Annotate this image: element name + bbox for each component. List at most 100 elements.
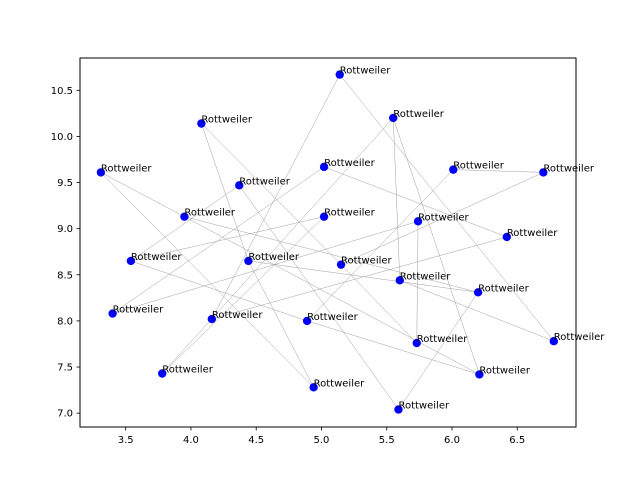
- data-point: [336, 260, 346, 269]
- data-point: [319, 212, 329, 221]
- edge-line: [393, 117, 401, 281]
- data-point: [395, 276, 404, 285]
- edge-line: [211, 74, 340, 320]
- point-label: Rottweiler: [101, 163, 152, 174]
- point-label: Rottweiler: [341, 256, 392, 267]
- data-point: [412, 338, 421, 348]
- data-point: [413, 217, 423, 226]
- point-label: Rottweiler: [212, 310, 263, 321]
- x-tick-label: 6.5: [509, 435, 525, 446]
- edge-line: [399, 280, 554, 342]
- point-label: Rottweiler: [400, 271, 451, 282]
- x-axis: 3.5 4.0 4.5 5.0 5.5 6.0 6.5: [118, 427, 525, 446]
- point-label: Rottweiler: [162, 364, 213, 375]
- data-point: [549, 337, 559, 346]
- edge-line: [130, 260, 308, 322]
- point-label: Rottweiler: [393, 109, 444, 120]
- point-label: Rottweiler: [324, 158, 375, 169]
- data-point: [180, 212, 189, 221]
- edge-line: [162, 216, 325, 374]
- y-tick-label: 9.0: [57, 224, 73, 235]
- edge-line: [130, 216, 325, 262]
- edge-line: [162, 117, 394, 374]
- edge-line: [239, 185, 399, 410]
- y-axis: 7.0 7.5 8.0 8.5 9.0 9.5 10.0 10.5: [51, 86, 80, 420]
- point-label: Rottweiler: [543, 163, 594, 174]
- data-point: [302, 316, 312, 326]
- y-tick-label: 9.5: [57, 178, 73, 189]
- edge-line: [393, 117, 480, 375]
- y-tick-label: 7.0: [57, 409, 73, 420]
- point-labels-layer: Rottweiler Rottweiler Rottweiler Rottweiler…: [101, 66, 605, 412]
- edge-line: [416, 221, 419, 344]
- data-point: [394, 405, 403, 414]
- data-point: [235, 181, 244, 190]
- edge-line: [453, 169, 544, 173]
- edge-line: [398, 292, 479, 410]
- data-point: [309, 383, 318, 392]
- data-point: [197, 119, 206, 128]
- point-label: Rottweiler: [479, 365, 530, 376]
- point-label: Rottweiler: [554, 332, 605, 343]
- point-label: Rottweiler: [131, 252, 182, 263]
- edge-line: [100, 172, 314, 388]
- x-tick-label: 5.5: [379, 435, 395, 446]
- point-label: Rottweiler: [324, 208, 375, 219]
- y-tick-label: 10.0: [51, 132, 73, 143]
- x-tick-label: 5.0: [314, 435, 330, 446]
- point-label: Rottweiler: [398, 400, 449, 411]
- point-label: Rottweiler: [478, 283, 529, 294]
- data-point: [207, 314, 217, 324]
- x-tick-label: 4.5: [248, 435, 264, 446]
- point-label: Rottweiler: [314, 378, 365, 389]
- data-point: [126, 256, 136, 266]
- y-tick-label: 10.5: [51, 86, 73, 97]
- y-tick-label: 8.0: [57, 316, 73, 327]
- edge-line: [306, 169, 454, 322]
- edge-line: [307, 320, 480, 375]
- points-layer: [96, 70, 559, 414]
- edges-layer: [100, 74, 555, 410]
- x-tick-label: 4.0: [183, 435, 199, 446]
- data-point: [244, 256, 253, 266]
- point-label: Rottweiler: [248, 252, 299, 263]
- edge-line: [100, 172, 185, 217]
- point-label: Rottweiler: [239, 176, 290, 187]
- y-tick-label: 8.5: [57, 270, 73, 281]
- point-label: Rottweiler: [113, 305, 164, 316]
- x-tick-label: 6.0: [444, 435, 460, 446]
- edge-line: [339, 74, 555, 342]
- data-point: [539, 168, 548, 177]
- edge-line: [201, 123, 249, 262]
- data-point: [335, 70, 344, 79]
- x-tick-label: 3.5: [118, 435, 134, 446]
- point-label: Rottweiler: [184, 208, 235, 219]
- point-label: Rottweiler: [453, 161, 504, 172]
- edge-line: [184, 216, 480, 375]
- point-label: Rottweiler: [340, 66, 391, 77]
- data-point: [158, 369, 167, 378]
- point-label: Rottweiler: [418, 212, 469, 223]
- data-point: [96, 168, 106, 177]
- point-label: Rottweiler: [201, 114, 252, 125]
- y-tick-label: 7.5: [57, 363, 73, 374]
- edge-line: [248, 260, 314, 388]
- edge-line: [130, 185, 240, 262]
- point-label: Rottweiler: [307, 312, 358, 323]
- data-point: [502, 232, 512, 242]
- edge-line: [184, 216, 479, 293]
- edge-line: [112, 166, 325, 314]
- point-label: Rottweiler: [417, 334, 468, 345]
- edge-line: [340, 172, 544, 265]
- edge-line: [112, 221, 419, 314]
- data-point: [449, 165, 458, 174]
- edge-line: [248, 260, 479, 293]
- data-point: [475, 370, 484, 379]
- data-point: [473, 288, 483, 297]
- data-point: [319, 162, 329, 172]
- plot-frame: [79, 57, 577, 428]
- edge-line: [201, 123, 342, 265]
- data-point: [389, 113, 398, 123]
